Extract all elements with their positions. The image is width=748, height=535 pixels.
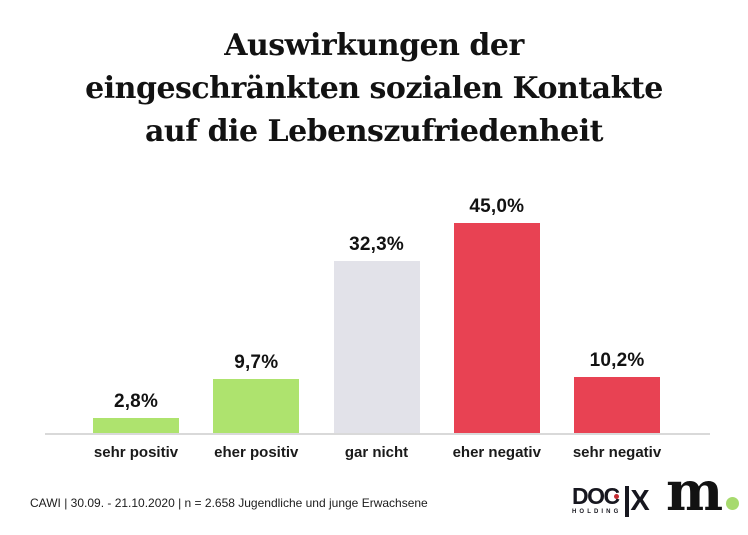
title-line-1: Auswirkungen der	[224, 28, 524, 63]
title-line-2: eingeschränkten sozialen Kontakte	[85, 71, 663, 106]
title-line-3: auf die Lebenszufriedenheit	[144, 114, 604, 149]
bar-value-label: 45,0%	[469, 196, 525, 217]
bar-group: 9,7% eher positiv	[213, 352, 300, 461]
doclx-holding-text: HOLDING	[572, 509, 622, 515]
bar-group: 2,8% sehr positiv	[93, 391, 179, 461]
doclx-doc-letters: DOC	[572, 483, 620, 509]
marketagent-green-dot-icon	[726, 497, 740, 510]
doclx-red-dot-icon	[614, 494, 620, 499]
bar-category-label: sehr positiv	[93, 444, 179, 461]
doclx-logo: DOC HOLDING X	[572, 483, 650, 517]
bar	[453, 223, 540, 433]
bar-value-label: 2,8%	[113, 391, 159, 412]
bar-category-label: eher positiv	[214, 444, 299, 461]
bar-category-label: gar nicht	[344, 444, 409, 461]
bar	[213, 379, 300, 433]
bar-group: 10,2% sehr negativ	[573, 350, 661, 461]
bar-chart: 2,8% sehr positiv 9,7% eher positiv 32,3% gar…	[93, 183, 661, 461]
bar-group: 45,0% eher negativ	[453, 196, 541, 461]
bar	[574, 377, 660, 433]
bar-value-label: 10,2%	[589, 350, 645, 371]
x-axis-line	[45, 433, 710, 435]
source-note: CAWI | 30.09. - 21.10.2020 | n = 2.658 J…	[30, 496, 428, 510]
doclx-l-bar-icon	[625, 486, 630, 517]
bar-category-label: sehr negativ	[572, 444, 662, 461]
doclx-doc-text: DOC	[572, 483, 621, 509]
doclx-x-letter: X	[630, 485, 649, 517]
bar-category-label: eher negativ	[452, 444, 541, 461]
bar	[333, 261, 420, 433]
marketagent-logo: m	[666, 464, 740, 518]
bar-group: 32,3% gar nicht	[333, 234, 420, 461]
bar	[93, 418, 179, 433]
page-title: Auswirkungen der eingeschränkten soziale…	[0, 24, 748, 153]
doclx-logo-left: DOC HOLDING	[572, 483, 622, 516]
marketagent-m-letter: m	[666, 459, 724, 523]
bar-value-label: 32,3%	[349, 234, 404, 255]
bar-value-label: 9,7%	[234, 352, 279, 373]
